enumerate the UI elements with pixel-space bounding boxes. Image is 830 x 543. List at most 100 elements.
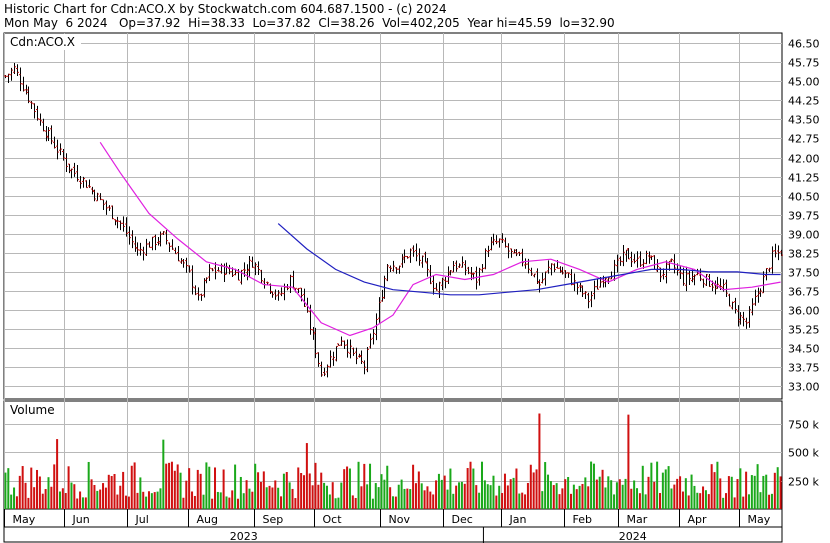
volume-bar <box>432 494 435 509</box>
price-bar <box>329 350 332 368</box>
volume-bar <box>199 473 202 509</box>
volume-bar <box>486 484 489 509</box>
price-bar <box>633 254 636 264</box>
volume-bar <box>4 472 7 509</box>
price-bar <box>536 268 539 285</box>
price-bar <box>312 326 315 340</box>
volume-bar <box>182 497 185 509</box>
price-bar <box>452 260 455 273</box>
volume-bar <box>707 494 710 509</box>
price-bar <box>757 287 760 303</box>
volume-bar <box>541 491 544 509</box>
price-bar <box>332 351 335 366</box>
price-bar <box>39 113 42 126</box>
price-bar <box>50 125 53 145</box>
volume-bar <box>581 484 584 509</box>
volume-bar <box>116 494 119 509</box>
price-bar <box>277 290 280 301</box>
volume-bar <box>102 483 105 509</box>
price-bar <box>27 86 30 104</box>
price-bar <box>10 67 13 81</box>
volume-bar <box>133 462 136 509</box>
price-bar <box>521 248 524 267</box>
volume-bar <box>759 492 762 509</box>
volume-bar <box>681 491 684 509</box>
price-bar <box>392 260 395 272</box>
price-bar <box>228 264 231 275</box>
volume-bar <box>437 473 440 509</box>
volume-bar <box>727 476 730 509</box>
price-bar <box>490 236 493 251</box>
volume-bar <box>280 496 283 509</box>
price-bar <box>378 297 381 323</box>
volume-bar <box>222 469 225 509</box>
price-bar <box>214 262 217 280</box>
price-bar <box>185 257 188 273</box>
price-bar <box>340 336 343 347</box>
volume-bar <box>93 485 96 509</box>
volume-tick-label: 250 k <box>788 476 819 489</box>
month-label: Feb <box>573 513 592 526</box>
volume-bar <box>515 468 518 509</box>
volume-bar <box>176 464 179 509</box>
volume-bar <box>615 482 618 509</box>
volume-bar <box>679 476 682 509</box>
long-moving-average-line <box>277 223 781 296</box>
volume-bar <box>179 472 182 509</box>
volume-bar <box>561 488 564 509</box>
volume-bar <box>239 476 242 509</box>
price-bar <box>714 280 717 295</box>
price-bar <box>754 289 757 306</box>
price-bar <box>415 243 418 262</box>
price-bar <box>251 256 254 268</box>
volume-bar <box>50 486 53 509</box>
volume-bar <box>268 485 271 509</box>
volume-bar <box>693 485 696 509</box>
volume-bar <box>24 482 27 509</box>
price-bar <box>424 251 427 263</box>
price-bar <box>742 311 745 327</box>
month-label: Aug <box>197 513 218 526</box>
price-bar <box>510 248 513 258</box>
volume-bar <box>391 496 395 509</box>
volume-bar <box>10 494 13 509</box>
volume-bar <box>412 464 415 509</box>
price-bar <box>728 293 731 307</box>
price-bar <box>484 248 487 270</box>
price-bar <box>197 287 200 301</box>
month-label: Oct <box>323 513 343 526</box>
volume-bar <box>653 481 656 509</box>
volume-bar <box>458 482 461 509</box>
volume-bar <box>610 480 613 509</box>
year-label: 2023 <box>230 530 258 543</box>
price-bar <box>389 265 392 273</box>
price-bar <box>162 231 165 235</box>
month-label: Apr <box>688 513 708 526</box>
volume-bar <box>770 493 773 509</box>
price-bar <box>53 136 56 149</box>
price-bar <box>567 272 570 278</box>
volume-bar <box>191 491 194 509</box>
volume-bar <box>670 488 673 509</box>
price-bar <box>622 245 625 267</box>
volume-bar <box>426 486 429 509</box>
volume-bar <box>569 493 572 509</box>
volume-bar <box>773 472 776 509</box>
price-bar <box>91 186 94 195</box>
volume-bar <box>173 470 176 509</box>
price-bar <box>576 282 579 295</box>
volume-bar <box>745 471 748 509</box>
price-bar <box>99 193 102 201</box>
price-bar <box>159 231 162 247</box>
volume-bar <box>7 468 10 509</box>
price-bar <box>335 345 338 362</box>
volume-bar <box>452 493 455 509</box>
price-bar <box>645 250 648 265</box>
volume-bar <box>193 495 196 509</box>
year-label: 2024 <box>619 530 647 543</box>
moving-averages <box>99 141 781 337</box>
volume-bar <box>104 487 107 509</box>
price-bar <box>564 270 567 279</box>
volume-bar <box>768 494 771 509</box>
volume-bar <box>202 494 205 509</box>
